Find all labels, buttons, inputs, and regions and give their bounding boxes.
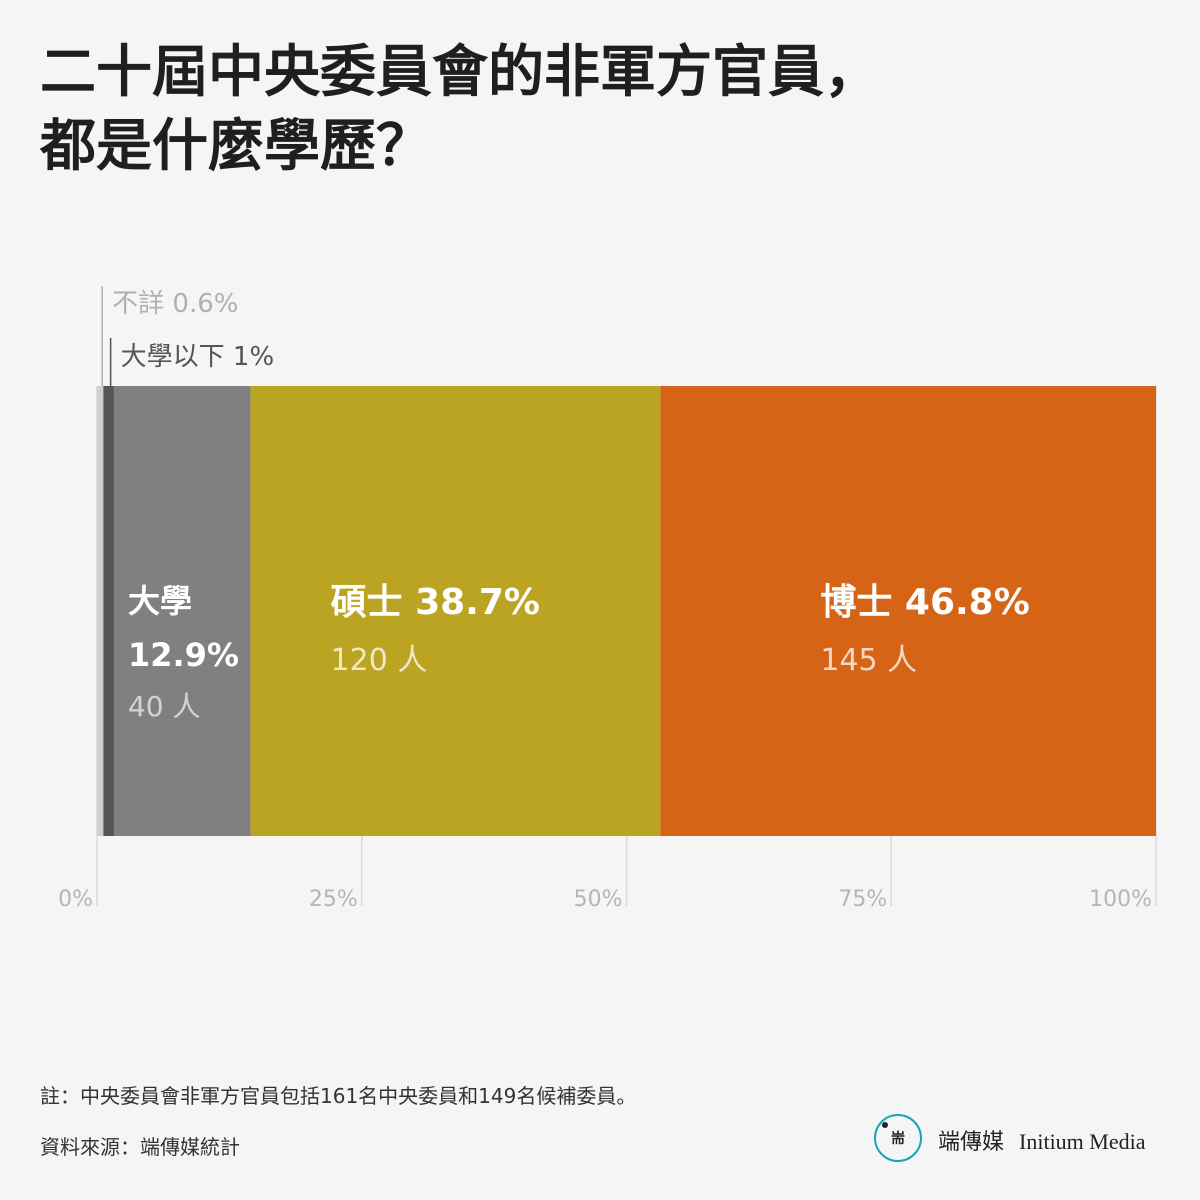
segment-count: 40 人: [128, 690, 201, 723]
segment-label: 碩士 38.7%: [331, 582, 540, 623]
x-tick-label: 100%: [1089, 887, 1152, 912]
callout-label: 大學以下 1%: [121, 342, 275, 372]
bar-segment: [103, 386, 114, 836]
logo-name-zh: 端傳媒: [938, 1130, 1005, 1155]
bar-segment: [97, 386, 104, 836]
x-tick-label: 50%: [574, 887, 623, 912]
chart-title: 二十屆中央委員會的非軍方官員， 都是什麼學歷？: [40, 36, 1160, 184]
initium-logo[interactable]: 耑 端傳媒 Initium Media: [874, 1114, 1174, 1170]
chart-title-line-1: 二十屆中央委員會的非軍方官員，: [40, 40, 880, 105]
bar-segment: [113, 386, 251, 836]
segment-label: 博士 46.8%: [820, 582, 1029, 623]
callout-label: 不詳 0.6%: [112, 289, 238, 319]
x-tick-label: 0%: [58, 887, 93, 912]
logo-dot-icon: [882, 1122, 888, 1128]
logo-mark-text: 耑: [891, 1131, 905, 1147]
segment-label: 大學: [128, 582, 192, 620]
chart-title-line-2: 都是什麼學歷？: [40, 114, 432, 179]
segment-count: 145 人: [820, 643, 917, 678]
segment-percent: 12.9%: [128, 636, 239, 674]
data-source: 資料來源：端傳媒統計: [40, 1135, 240, 1159]
initium-logo-icon: 耑: [874, 1114, 922, 1162]
segment-count: 120 人: [331, 643, 428, 678]
logo-wordmark: 端傳媒 Initium Media: [938, 1124, 1146, 1156]
x-tick-label: 75%: [838, 887, 887, 912]
x-tick-label: 25%: [309, 887, 358, 912]
footnote: 註：中央委員會非軍方官員包括161名中央委員和149名候補委員。: [40, 1084, 637, 1108]
logo-name-en: Initium Media: [1019, 1129, 1146, 1154]
bar-segment: [660, 386, 1156, 836]
bar-segment: [250, 386, 661, 836]
